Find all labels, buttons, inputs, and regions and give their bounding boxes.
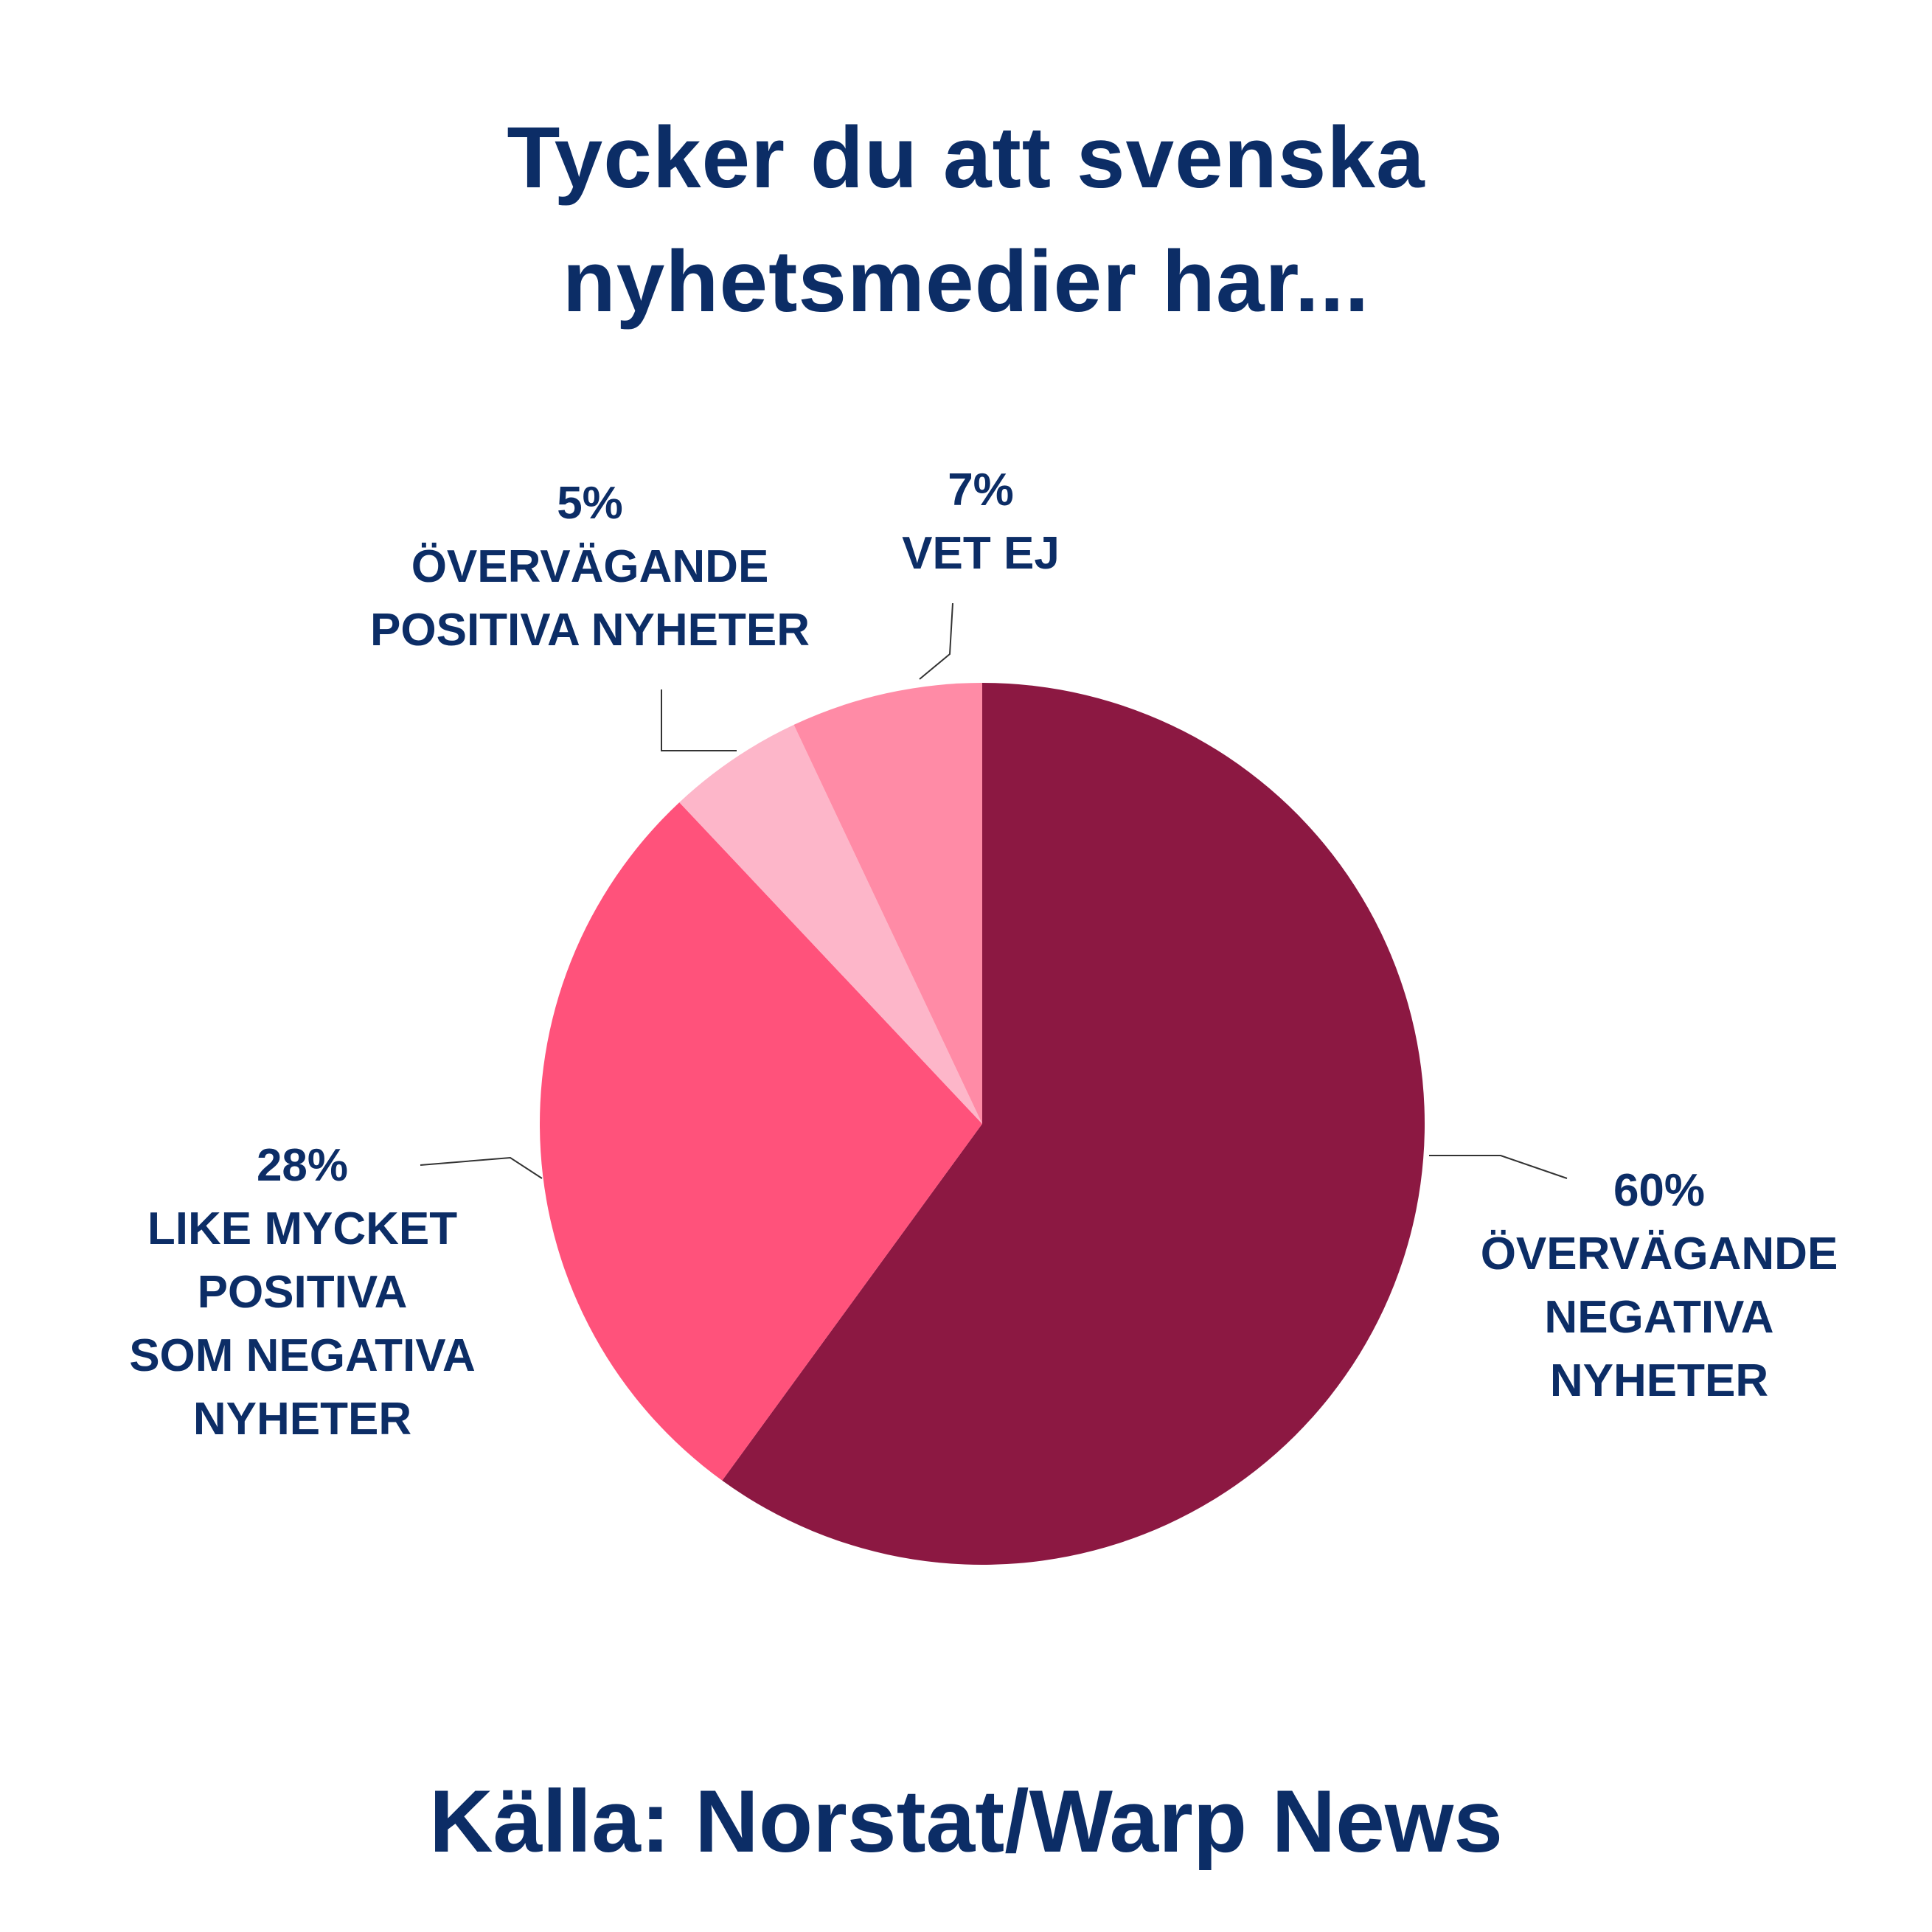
leader-line-5 <box>661 689 737 751</box>
label-28-line-3: SOM NEGATIVA <box>129 1330 476 1381</box>
pct-label-7: 7% <box>948 465 1014 515</box>
label-slice-5: 5% ÖVERVÄGANDE POSITIVA NYHETER <box>317 472 863 662</box>
label-slice-28: 28% LIKE MYCKET POSITIVA SOM NEGATIVA NY… <box>66 1134 538 1451</box>
label-slice-7: 7% VET EJ <box>833 459 1128 585</box>
leader-line-28 <box>420 1156 543 1179</box>
title-line-1: Tycker du att svenska <box>507 109 1425 206</box>
label-5-line-2: POSITIVA NYHETER <box>370 605 810 656</box>
label-60-line-1: ÖVERVÄGANDE <box>1480 1229 1838 1279</box>
label-28-line-1: LIKE MYCKET <box>147 1203 458 1254</box>
label-28-line-4: NYHETER <box>192 1394 412 1445</box>
pie-slice-28 <box>540 802 982 1481</box>
pie-slice-60 <box>722 683 1425 1565</box>
label-5-line-1: ÖVERVÄGANDE <box>411 541 769 592</box>
pct-label-60: 60% <box>1613 1165 1706 1216</box>
leader-line-60 <box>1429 1155 1568 1179</box>
source-note: Källa: Norstat/Warp News <box>429 1772 1503 1871</box>
label-28-line-2: POSITIVA <box>197 1267 408 1318</box>
pie-slice-7 <box>793 683 982 1124</box>
label-60-line-2: NEGATIVA <box>1544 1292 1774 1343</box>
label-7-line-1: VET EJ <box>902 528 1060 579</box>
pct-label-5: 5% <box>557 478 623 529</box>
title-line-2: nyhetsmedier har... <box>562 233 1370 330</box>
label-slice-60: 60% ÖVERVÄGANDE NEGATIVA NYHETER <box>1408 1159 1910 1413</box>
leader-line-7 <box>919 602 953 680</box>
pie-slice-5 <box>679 724 982 1124</box>
label-60-line-3: NYHETER <box>1549 1355 1769 1406</box>
chart-title: Tycker du att svenska nyhetsmedier har..… <box>0 96 1932 344</box>
pct-label-28: 28% <box>256 1140 349 1191</box>
